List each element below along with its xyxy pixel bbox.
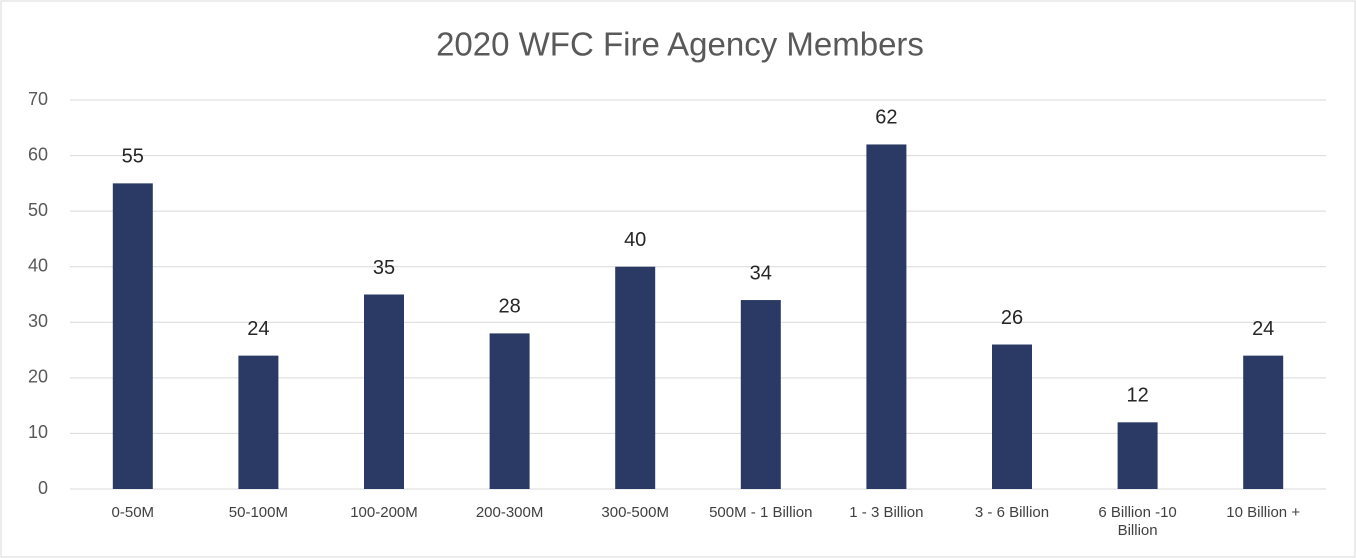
data-label: 24 [1252,318,1274,340]
bar [992,344,1032,489]
x-tick-label: 10 Billion + [1226,504,1301,521]
y-tick-label: 70 [28,89,48,109]
x-tick-label: 500M - 1 Billion [709,504,813,521]
data-label: 26 [1001,307,1023,329]
y-tick-label: 60 [28,144,48,164]
bar [1117,422,1158,489]
y-tick-label: 10 [28,422,48,442]
bar [615,266,656,489]
bar [740,300,781,489]
bar [364,294,404,489]
y-tick-label: 40 [28,255,48,275]
x-tick-label: 100-200M [350,504,418,521]
data-label: 62 [875,107,897,129]
y-tick-label: 20 [28,367,48,387]
data-label: 12 [1126,385,1148,407]
bar [1243,355,1284,489]
bar [489,333,530,489]
x-tick-label: 3 - 6 Billion [974,504,1050,521]
y-tick-label: 50 [28,200,48,220]
data-label: 55 [122,146,144,168]
bar [866,144,907,489]
data-label: 28 [498,296,520,318]
x-tick-label: 6 Billion -10 Billion [1098,504,1177,539]
y-tick-label: 0 [38,478,48,498]
x-tick-label: 1 - 3 Billion [849,504,924,521]
bar [238,355,279,489]
x-tick-label: 0-50M [111,504,155,521]
chart-title: 2020 WFC Fire Agency Members [436,26,924,63]
x-tick-label: 300-500M [601,504,669,521]
bar [112,183,153,489]
data-label: 40 [624,229,646,251]
data-label: 34 [750,262,772,284]
x-tick-label: 200-300M [475,504,544,521]
data-label: 24 [247,318,269,340]
data-label: 35 [373,257,395,279]
x-tick-label: 50-100M [228,504,288,521]
y-tick-label: 30 [28,311,48,331]
